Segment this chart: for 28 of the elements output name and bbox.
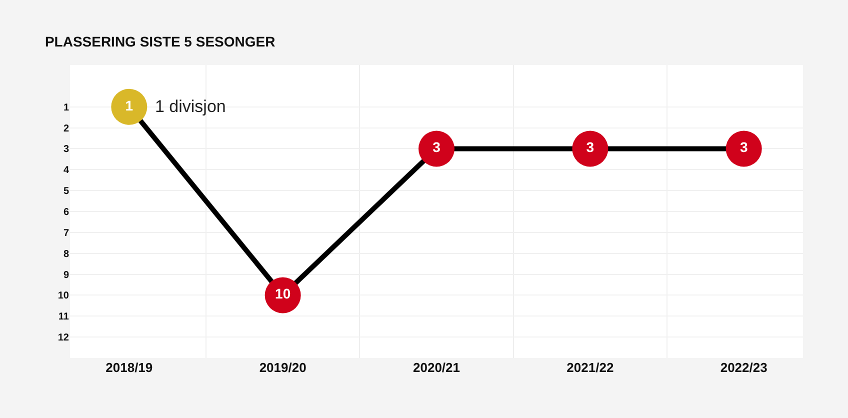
y-tick-label: 5 (63, 186, 70, 198)
x-tick-label: 2022/23 (720, 360, 768, 375)
data-label: 3 (586, 139, 594, 156)
y-tick-label: 4 (63, 165, 70, 176)
x-tick-label: 2021/22 (566, 360, 614, 375)
y-tick-label: 1 (63, 102, 70, 114)
y-tick-label: 8 (63, 248, 70, 260)
point (726, 130, 762, 167)
point (111, 88, 148, 125)
x-tick-label: 2018/19 (106, 360, 153, 375)
x-tick-label: 2020/21 (413, 360, 460, 375)
point (418, 130, 454, 167)
chart-title: PLASSERING SISTE 5 SESONGER (44, 34, 276, 50)
data-label: 10 (275, 286, 291, 302)
y-tick-label: 10 (58, 290, 70, 302)
point (572, 130, 608, 167)
y-tick-label: 3 (63, 144, 70, 156)
y-tick-label: 9 (63, 270, 70, 281)
data-label: 3 (740, 139, 748, 156)
x-tick-label: 2019/20 (259, 360, 306, 375)
data-label: 1 (125, 97, 134, 114)
y-tick-label: 2 (63, 123, 70, 134)
y-tick-label: 7 (63, 228, 70, 239)
annotation: 1 divisjon (155, 97, 226, 116)
y-tick-label: 11 (58, 312, 70, 323)
data-label: 3 (432, 139, 441, 156)
y-tick-label: 12 (58, 332, 70, 344)
y-tick-label: 6 (63, 207, 70, 218)
